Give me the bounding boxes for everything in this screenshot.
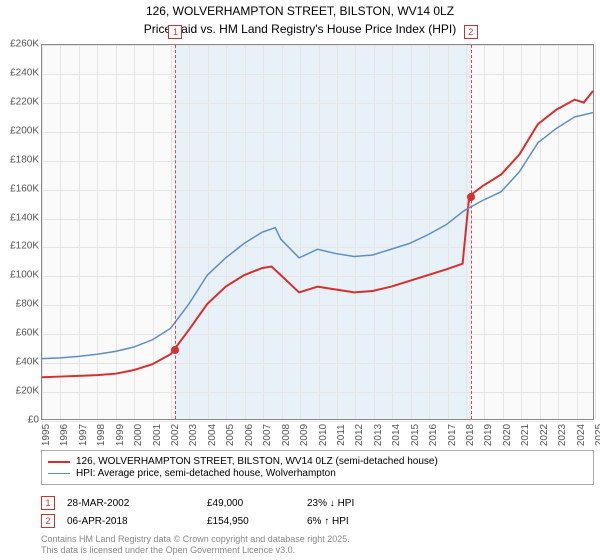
x-tick-label: 2013	[373, 424, 384, 446]
x-tick-label: 1997	[78, 424, 89, 446]
y-tick-label: £20K	[16, 386, 39, 397]
y-tick-label: £80K	[16, 299, 39, 310]
y-tick-label: £40K	[16, 357, 39, 368]
chart-svg	[42, 45, 593, 419]
y-tick-label: £140K	[10, 212, 39, 223]
y-tick-label: £200K	[10, 125, 39, 136]
y-tick-label: £120K	[10, 241, 39, 252]
x-tick-label: 2001	[152, 424, 163, 446]
marker-box-2: 2	[464, 25, 478, 39]
series-hpi	[42, 113, 593, 359]
x-tick-label: 2008	[281, 424, 292, 446]
legend-label: HPI: Average price, semi-detached house,…	[76, 468, 336, 479]
x-tick-label: 2004	[207, 424, 218, 446]
chart-plot-area: 12	[41, 44, 594, 420]
y-tick-label: £0	[28, 415, 39, 426]
x-tick-label: 2016	[428, 424, 439, 446]
x-tick-label: 2010	[318, 424, 329, 446]
x-tick-label: 2019	[483, 424, 494, 446]
x-tick-label: 2006	[244, 424, 255, 446]
transaction-row: 128-MAR-2002£49,00023% ↓ HPI	[41, 494, 594, 512]
y-tick-label: £220K	[10, 96, 39, 107]
y-tick-label: £160K	[10, 183, 39, 194]
y-tick-label: £100K	[10, 270, 39, 281]
footnote-line1: Contains HM Land Registry data © Crown c…	[41, 534, 350, 545]
x-tick-label: 2021	[520, 424, 531, 446]
title-line2: Price paid vs. HM Land Registry's House …	[0, 22, 600, 42]
transaction-row: 206-APR-2018£154,9506% ↑ HPI	[41, 512, 594, 530]
y-axis: £0£20K£40K£60K£80K£100K£120K£140K£160K£1…	[0, 44, 41, 420]
x-tick-label: 2025	[594, 424, 600, 446]
y-tick-label: £180K	[10, 154, 39, 165]
title-line1: 126, WOLVERHAMPTON STREET, BILSTON, WV14…	[0, 0, 600, 22]
x-tick-label: 1999	[115, 424, 126, 446]
x-tick-label: 2017	[447, 424, 458, 446]
x-tick-label: 1996	[59, 424, 70, 446]
legend-label: 126, WOLVERHAMPTON STREET, BILSTON, WV14…	[76, 456, 438, 467]
x-tick-label: 2014	[391, 424, 402, 446]
x-tick-label: 2015	[410, 424, 421, 446]
y-tick-label: £240K	[10, 67, 39, 78]
x-tick-label: 2005	[225, 424, 236, 446]
x-tick-label: 2020	[502, 424, 513, 446]
marker-box-1: 1	[168, 25, 182, 39]
transactions-table: 128-MAR-2002£49,00023% ↓ HPI206-APR-2018…	[41, 494, 594, 530]
footnote-line2: This data is licensed under the Open Gov…	[41, 545, 350, 556]
x-tick-label: 2012	[354, 424, 365, 446]
x-tick-label: 2003	[188, 424, 199, 446]
x-tick-label: 2024	[576, 424, 587, 446]
x-tick-label: 2022	[539, 424, 550, 446]
x-tick-label: 2000	[133, 424, 144, 446]
x-tick-label: 2018	[465, 424, 476, 446]
legend-row-hpi: HPI: Average price, semi-detached house,…	[48, 468, 587, 479]
chart-container: 126, WOLVERHAMPTON STREET, BILSTON, WV14…	[0, 0, 600, 560]
x-tick-label: 1998	[96, 424, 107, 446]
y-tick-label: £260K	[10, 39, 39, 50]
x-tick-label: 2007	[262, 424, 273, 446]
footnote: Contains HM Land Registry data © Crown c…	[41, 534, 350, 556]
y-tick-label: £60K	[16, 328, 39, 339]
x-tick-label: 2009	[299, 424, 310, 446]
x-tick-label: 2011	[336, 424, 347, 446]
legend: 126, WOLVERHAMPTON STREET, BILSTON, WV14…	[41, 450, 594, 485]
x-axis: 1995199619971998199920002001200220032004…	[41, 421, 594, 439]
x-tick-label: 1995	[41, 424, 52, 446]
x-tick-label: 2002	[170, 424, 181, 446]
series-price_paid	[42, 91, 593, 377]
x-tick-label: 2023	[557, 424, 568, 446]
legend-row-price_paid: 126, WOLVERHAMPTON STREET, BILSTON, WV14…	[48, 456, 587, 467]
